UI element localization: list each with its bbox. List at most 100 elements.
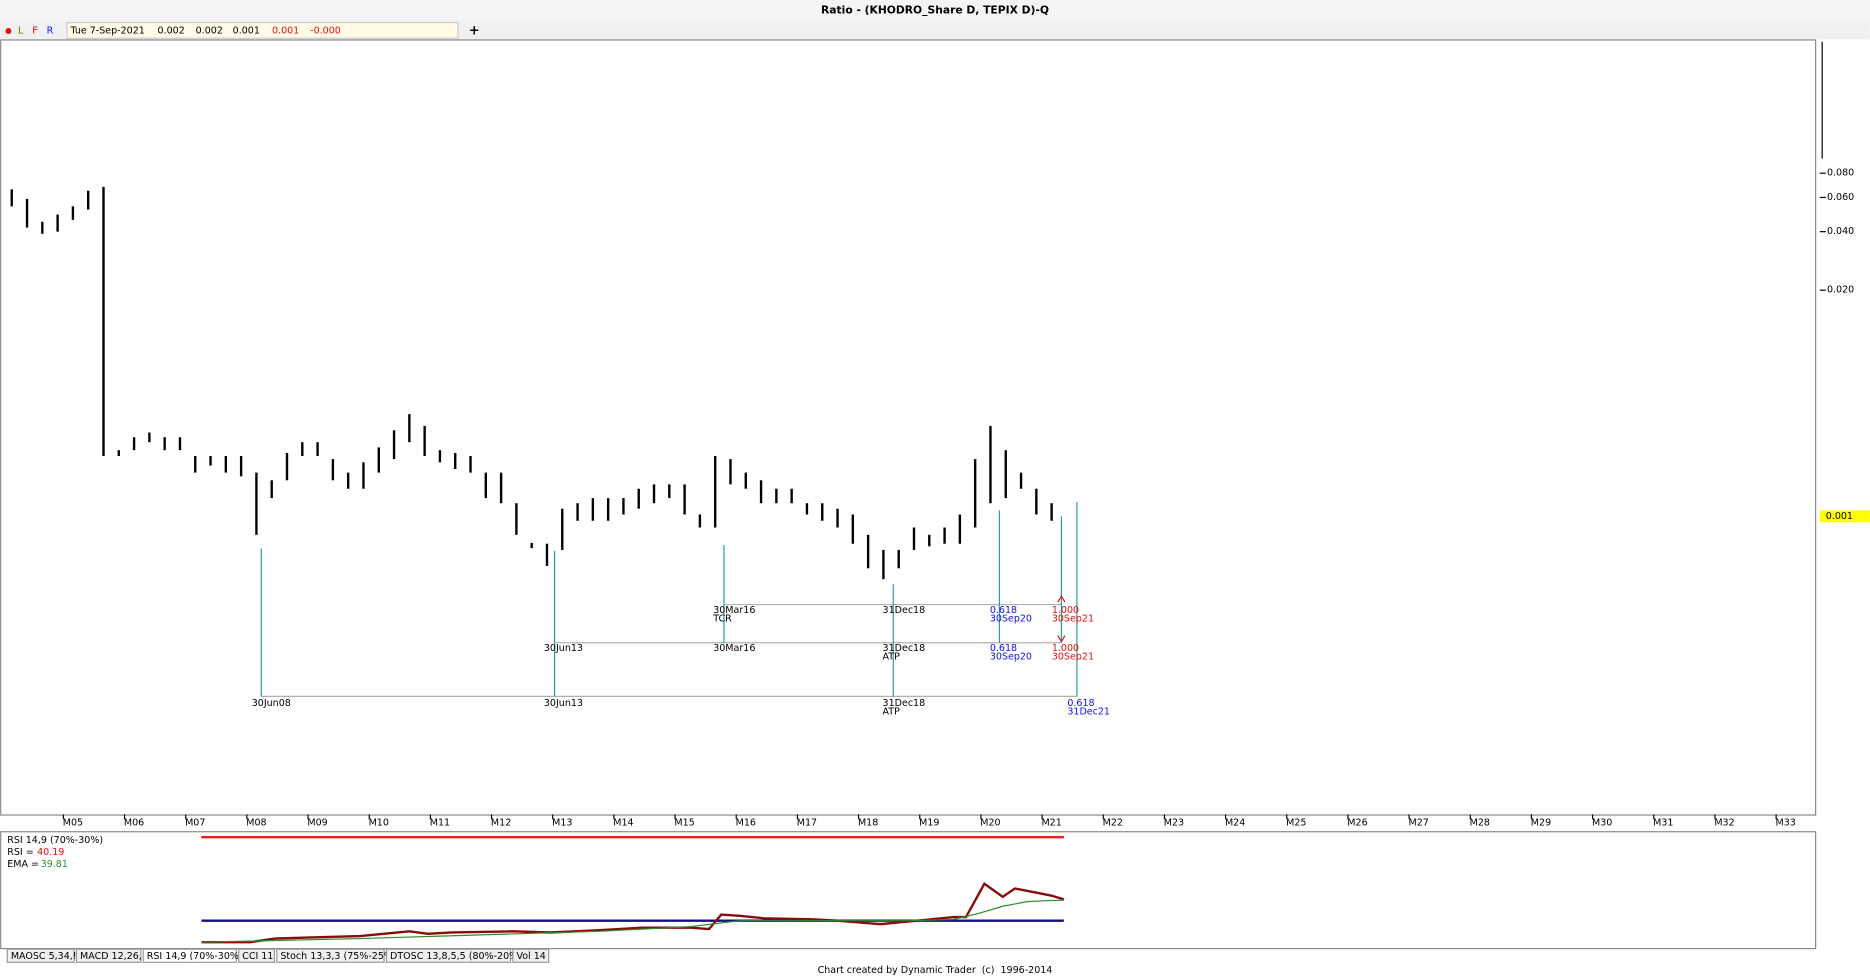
x-tick-label: M10 — [369, 817, 389, 828]
projection-label: 0.618 — [990, 643, 1017, 654]
projection-label: 30Sep21 — [1052, 613, 1094, 624]
projection-arrows — [1057, 595, 1066, 643]
projection-label: 31Dec18 — [883, 643, 926, 654]
footer: Chart created by Dynamic Trader (c) 1996… — [818, 965, 1053, 976]
projection-label: 1.000 — [1052, 605, 1079, 616]
x-tick-label: M09 — [307, 817, 327, 828]
toolbar-button[interactable]: R — [47, 26, 54, 37]
projection-label: 30Mar16 — [713, 605, 755, 616]
projection-label: 0.618 — [1067, 698, 1094, 709]
y-tick-label: 0.020 — [1827, 285, 1854, 296]
x-tick-label: M30 — [1592, 817, 1612, 828]
toolbar-button[interactable]: L — [18, 26, 24, 37]
rsi-pane — [0, 831, 1817, 950]
legend-label: EMA = — [7, 859, 39, 870]
status-value: 0.001 — [272, 26, 299, 37]
projection-label: 30Mar16 — [713, 643, 755, 654]
projection-label: ATP — [883, 706, 901, 717]
x-tick-label: M21 — [1041, 817, 1061, 828]
status-value: 0.001 — [233, 26, 260, 37]
x-tick-label: M28 — [1470, 817, 1490, 828]
projection-label: TCR — [712, 613, 732, 624]
add-button[interactable]: + — [469, 24, 480, 39]
tab-label: RSI 14,9 (70%-30%) — [147, 951, 243, 962]
tab[interactable] — [512, 948, 550, 963]
y-tick-label: 0.060 — [1827, 192, 1854, 203]
tab-label: CCI 11 — [242, 951, 273, 962]
x-tick-label: M19 — [919, 817, 939, 828]
x-tick-label: M08 — [246, 817, 266, 828]
x-tick-label: M32 — [1714, 817, 1734, 828]
status-date: Tue 7-Sep-2021 — [69, 26, 144, 37]
x-tick-label: M27 — [1408, 817, 1428, 828]
x-tick-label: M16 — [736, 817, 756, 828]
x-tick-label: M06 — [124, 817, 144, 828]
tab[interactable] — [6, 948, 75, 963]
x-tick-label: M15 — [674, 817, 694, 828]
tab[interactable] — [75, 948, 142, 963]
x-tick-label: M24 — [1225, 817, 1245, 828]
legend-label: RSI = — [7, 847, 33, 858]
tab-label: Vol 14 — [516, 951, 545, 962]
projection-label: 0.618 — [990, 605, 1017, 616]
x-tick-label: M31 — [1653, 817, 1673, 828]
record-icon[interactable] — [5, 28, 12, 34]
x-tick-label: M25 — [1286, 817, 1306, 828]
projection-label: 1.000 — [1052, 643, 1079, 654]
indicator-line — [201, 881, 1065, 944]
rsi-title: RSI 14,9 (70%-30%) — [7, 835, 103, 846]
tab[interactable] — [276, 948, 385, 963]
projection-label: 30Jun08 — [252, 698, 291, 709]
x-tick-label: M23 — [1164, 817, 1184, 828]
tab-label: MACD 12,26,! — [80, 951, 146, 962]
tab[interactable] — [142, 948, 237, 963]
projection-label: 30Sep20 — [990, 652, 1032, 663]
x-tick-label: M12 — [491, 817, 511, 828]
projection-label: 31Dec18 — [883, 605, 926, 616]
projection-label: ATP — [883, 652, 901, 663]
legend-value: 40.19 — [37, 847, 64, 858]
x-tick-label: M20 — [980, 817, 1000, 828]
last-price-box — [1819, 510, 1870, 523]
tab-label: DTOSC 13,8,5,5 (80%-20%) — [390, 951, 522, 962]
status-value: 0.002 — [196, 26, 223, 37]
x-tick-label: M11 — [430, 817, 450, 828]
x-tick-label: M17 — [797, 817, 817, 828]
time-projections: 30Mar16 TCR 31Dec18 0.618 30Sep20 1.000 … — [252, 502, 1110, 717]
x-tick-label: M29 — [1531, 817, 1551, 828]
x-tick-label: M22 — [1103, 817, 1123, 828]
legend-value: 39.81 — [41, 859, 68, 870]
projection-label: 30Sep20 — [990, 613, 1032, 624]
x-tick-label: M18 — [858, 817, 878, 828]
status-value: -0.000 — [310, 26, 341, 37]
window-title: Ratio - (KHODRO_Share D, TEPIX D)-Q — [821, 4, 1049, 17]
x-tick-label: M14 — [613, 817, 633, 828]
indicator-line — [201, 899, 1064, 943]
y-tick-label: 0.040 — [1827, 226, 1854, 237]
tab[interactable] — [238, 948, 275, 963]
x-tick-label: M26 — [1347, 817, 1367, 828]
x-tick-label: M33 — [1776, 817, 1796, 828]
toolbar — [0, 20, 1870, 40]
x-tick-label: M07 — [185, 817, 205, 828]
projection-label: 31Dec21 — [1067, 706, 1110, 717]
tab-label: MAOSC 5,34,! — [11, 951, 77, 962]
status-value: 0.002 — [158, 26, 185, 37]
toolbar-button[interactable]: F — [32, 26, 37, 37]
x-tick-label: M05 — [63, 817, 83, 828]
projection-label: 30Jun13 — [544, 698, 583, 709]
indicator-tabs: MAOSC 5,34,! MACD 12,26,! RSI 14,9 (70%-30… — [6, 948, 550, 963]
tab-label: Stoch 13,3,3 (75%-25%) — [280, 951, 396, 962]
last-price-label: 0.001 — [1826, 511, 1853, 522]
projection-label: 30Jun13 — [544, 643, 583, 654]
x-tick-label: M13 — [552, 817, 572, 828]
price-pane — [0, 39, 1817, 816]
projection-label: 31Dec18 — [883, 698, 926, 709]
title-bar — [0, 0, 1870, 21]
y-tick-label: 0.080 — [1827, 168, 1854, 179]
projection-label: 30Sep21 — [1052, 652, 1094, 663]
status-box — [66, 22, 459, 39]
tab[interactable] — [385, 948, 512, 963]
